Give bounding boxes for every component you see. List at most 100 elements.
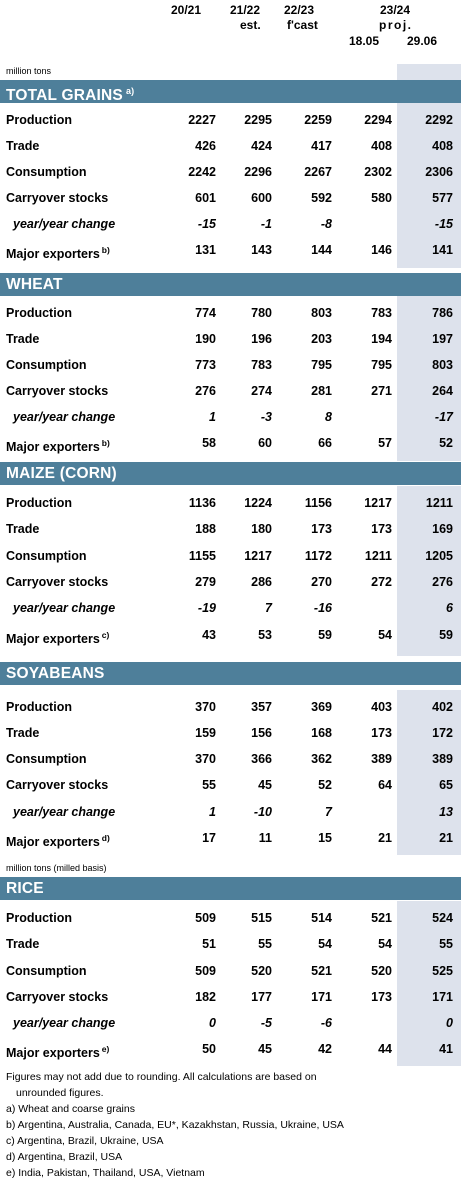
table-cell: 159 (195, 726, 216, 740)
table-cell: 42 (318, 1042, 332, 1056)
unit-label: million tons (6, 66, 52, 76)
rice-unit-label: million tons (milled basis) (6, 863, 107, 873)
row-label: Carryover stocks (6, 572, 108, 592)
row-label-text: Carryover stocks (6, 191, 109, 205)
table-cell: 370 (195, 752, 216, 766)
section-header-maize-corn: MAIZE (CORN) (0, 462, 461, 485)
table-cell: 369 (311, 700, 332, 714)
table-cell: 1 (209, 805, 216, 819)
row-label-text: year/year change (13, 410, 116, 424)
row-label-text: Consumption (6, 752, 87, 766)
row-label: Production (6, 697, 72, 717)
section-title: WHEAT (6, 273, 63, 296)
table-cell: 59 (318, 628, 332, 642)
footnote-d: d) Argentina, Brazil, USA (6, 1151, 123, 1163)
section-title: RICE (6, 877, 44, 900)
table-cell: 45 (258, 1042, 272, 1056)
table-row-carryover-stocks: Carryover stocks 55 45 52 64 65 (0, 775, 461, 795)
row-label-text: Production (6, 306, 72, 320)
table-cell: 173 (371, 522, 392, 536)
row-label: Trade (6, 329, 39, 349)
latest-projection-column-shade (397, 64, 461, 80)
table-cell: 21 (378, 831, 392, 845)
section-header-rice: RICE (0, 877, 461, 900)
column-header-20-21: 20/21 (171, 3, 202, 17)
table-cell: 509 (195, 911, 216, 925)
table-cell: 520 (251, 964, 272, 978)
table-row-production: Production 509 515 514 521 524 (0, 908, 461, 928)
table-cell: 144 (311, 243, 332, 257)
table-cell: 11 (258, 831, 272, 845)
row-label-text: Major exporters (6, 440, 100, 454)
table-row-production: Production 2227 2295 2259 2294 2292 (0, 110, 461, 130)
table-row-major-exporters: Major exporters e) 50 45 42 44 41 (0, 1039, 461, 1060)
table-cell: 6 (446, 601, 453, 615)
table-cell: -15 (197, 217, 216, 231)
table-cell: 1136 (188, 496, 216, 510)
row-label: year/year change (13, 407, 115, 427)
footnote-e: e) India, Pakistan, Thailand, USA, Vietn… (6, 1167, 205, 1179)
table-cell: 515 (251, 911, 272, 925)
row-label: Consumption (6, 355, 87, 375)
row-label-text: Consumption (6, 358, 87, 372)
table-cell: 190 (195, 332, 216, 346)
table-cell: 1156 (304, 496, 332, 510)
row-label-text: Carryover stocks (6, 778, 109, 792)
table-cell: -19 (197, 601, 216, 615)
table-cell: 43 (202, 628, 216, 642)
table-cell: 774 (195, 306, 216, 320)
table-row-major-exporters: Major exporters c) 43 53 59 54 59 (0, 625, 461, 646)
table-cell: 357 (251, 700, 272, 714)
table-row-consumption: Consumption 2242 2296 2267 2302 2306 (0, 162, 461, 182)
section-title-text: MAIZE (CORN) (6, 465, 117, 482)
table-cell: 600 (251, 191, 272, 205)
table-cell: 402 (432, 700, 453, 714)
table-cell: 592 (311, 191, 332, 205)
table-cell: 50 (202, 1042, 216, 1056)
row-label: Major exporters e) (6, 1039, 109, 1063)
table-cell: 525 (432, 964, 453, 978)
table-cell: 51 (202, 937, 216, 951)
table-cell: 272 (371, 575, 392, 589)
table-cell: 55 (258, 937, 272, 951)
table-cell: 54 (318, 937, 332, 951)
table-cell: 783 (371, 306, 392, 320)
table-cell: 1155 (188, 549, 216, 563)
table-cell: 286 (251, 575, 272, 589)
table-cell: 65 (439, 778, 453, 792)
table-row-carryover-stocks: Carryover stocks 279 286 270 272 276 (0, 572, 461, 592)
table-cell: 21 (439, 831, 453, 845)
row-label-text: Trade (6, 139, 40, 153)
table-cell: -3 (260, 410, 272, 424)
table-row-year-year-change: year/year change -19 7 -16 6 (0, 598, 461, 618)
table-cell: 2267 (304, 165, 332, 179)
table-row-trade: Trade 51 55 54 54 55 (0, 934, 461, 954)
table-cell: 795 (311, 358, 332, 372)
table-cell: 55 (439, 937, 453, 951)
row-label-text: Major exporters (6, 835, 100, 849)
row-label: Production (6, 493, 72, 513)
footnote-rounding: Figures may not add due to rounding. All… (6, 1071, 317, 1083)
row-label: Production (6, 110, 72, 130)
table-cell: 274 (251, 384, 272, 398)
table-cell: 2292 (425, 113, 453, 127)
table-cell: 131 (195, 243, 216, 257)
table-cell: 362 (311, 752, 332, 766)
table-row-major-exporters: Major exporters b) 131 143 144 146 141 (0, 240, 461, 261)
row-label-text: Carryover stocks (6, 990, 109, 1004)
table-row-year-year-change: year/year change 1 -3 8 -17 (0, 407, 461, 427)
footnote-rounding-cont: unrounded figures. (16, 1087, 104, 1099)
table-cell: 521 (371, 911, 392, 925)
table-cell: 803 (311, 306, 332, 320)
table-cell: 7 (325, 805, 332, 819)
table-cell: 2295 (244, 113, 272, 127)
table-cell: 0 (446, 1016, 453, 1030)
table-row-carryover-stocks: Carryover stocks 276 274 281 271 264 (0, 381, 461, 401)
row-label-text: Trade (6, 726, 40, 740)
latest-projection-column-shade (397, 901, 461, 1066)
table-cell: 180 (251, 522, 272, 536)
table-cell: 270 (311, 575, 332, 589)
section-title-text: SOYABEANS (6, 665, 105, 682)
table-cell: 177 (251, 990, 272, 1004)
table-cell: 54 (378, 628, 392, 642)
